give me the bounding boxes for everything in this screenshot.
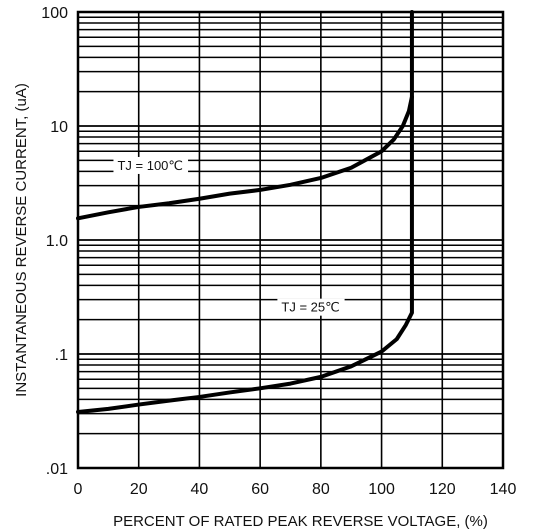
series-label: TJ = 25℃: [281, 300, 339, 315]
tick-layer: 0 20 40 60 80 100 120 140 .01 .1 1.0 10 100: [41, 5, 516, 498]
x-tick-label: 60: [251, 481, 269, 498]
series-line-2: [76, 10, 414, 414]
x-tick-label: 20: [130, 481, 148, 498]
series-label: TJ = 100℃: [117, 158, 183, 173]
y-tick-label: 10: [50, 119, 68, 136]
x-axis-label: PERCENT OF RATED PEAK REVERSE VOLTAGE, (…: [113, 513, 488, 530]
series-layer: [76, 10, 414, 414]
series-label-bg: [277, 298, 345, 316]
grid-layer: [78, 12, 503, 468]
label-layer: TJ = 100℃ TJ = 25℃: [113, 156, 345, 316]
y-tick-label: .1: [55, 347, 68, 364]
x-tick-label: 120: [429, 481, 456, 498]
plot-frame: [76, 10, 505, 470]
y-tick-label: .01: [46, 461, 68, 478]
frame-layer: [76, 10, 505, 470]
series-line-1: [76, 94, 414, 221]
y-axis-label: INSTANTANEOUS REVERSE CURRENT, (uA): [13, 83, 30, 397]
series-label-bg: [113, 156, 189, 174]
x-tick-label: 40: [191, 481, 209, 498]
x-tick-label: 80: [312, 481, 330, 498]
x-tick-label: 140: [490, 481, 517, 498]
x-tick-label: 0: [74, 481, 83, 498]
x-tick-label: 100: [368, 481, 395, 498]
y-tick-label: 1.0: [46, 233, 68, 250]
y-tick-label: 100: [41, 5, 68, 22]
